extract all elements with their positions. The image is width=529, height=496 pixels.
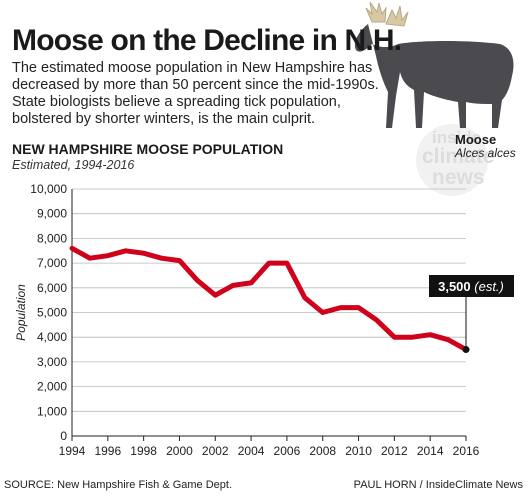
x-tick-label: 2006 — [274, 444, 301, 458]
x-tick-label: 1998 — [130, 444, 157, 458]
data-point — [177, 259, 181, 263]
plot-area: 0 1,000 2,000 3,000 4,000 5,000 6,000 7,000 8,00… — [14, 182, 514, 458]
data-point — [392, 335, 396, 339]
y-tick-label: 7,000 — [37, 256, 67, 270]
chart-subtitle: Estimated, 1994-2016 — [12, 158, 135, 172]
source-note: SOURCE: New Hampshire Fish & Game Dept. — [4, 479, 233, 491]
data-point — [428, 333, 432, 337]
annotation-box — [429, 275, 514, 297]
dek-text: The estimated moose population in New Ha… — [12, 60, 379, 127]
x-tick-label: 1994 — [59, 444, 86, 458]
svg-text:inside: inside — [432, 128, 481, 147]
data-point — [124, 249, 128, 253]
data-point — [160, 256, 164, 260]
antler-icon — [365, 1, 409, 27]
y-tick-label: 1,000 — [37, 404, 67, 418]
y-tick-label: 2,000 — [37, 380, 67, 394]
data-point — [446, 338, 450, 342]
watermark-logo: inside climate news — [416, 124, 494, 196]
svg-text:climate: climate — [422, 145, 494, 168]
x-tick-label: 2008 — [309, 444, 336, 458]
data-point — [357, 306, 361, 310]
data-point — [267, 261, 271, 265]
x-tick-label: 2014 — [417, 444, 444, 458]
headline: Moose on the Decline in N.H. — [12, 24, 402, 57]
annotation-label: 3,500 (est.) — [438, 279, 504, 294]
moose-illustration: inside climate news — [354, 1, 514, 196]
population-series-line — [69, 245, 469, 353]
data-point — [231, 283, 235, 287]
data-point — [70, 246, 74, 250]
data-point — [321, 311, 325, 315]
data-point — [142, 251, 146, 255]
data-point — [213, 293, 217, 297]
chart-title: NEW HAMPSHIRE MOOSE POPULATION — [12, 141, 284, 157]
y-tick-label: 10,000 — [30, 182, 67, 196]
y-tick-label: 4,000 — [37, 330, 67, 344]
x-tick-label: 2000 — [166, 444, 193, 458]
data-point — [410, 335, 414, 339]
data-point — [374, 318, 378, 322]
svg-text:news: news — [432, 166, 485, 189]
x-tick-label: 2010 — [345, 444, 372, 458]
data-point — [88, 256, 92, 260]
annotation-note: (est.) — [474, 279, 504, 294]
data-point — [249, 281, 253, 285]
data-point — [339, 306, 343, 310]
moose-icon — [354, 24, 514, 128]
x-tick-label: 2002 — [202, 444, 229, 458]
y-tick-label: 9,000 — [37, 207, 67, 221]
y-tick-label: 6,000 — [37, 281, 67, 295]
credit-note: PAUL HORN / InsideClimate News — [353, 479, 523, 491]
data-point — [106, 254, 110, 258]
data-point — [303, 296, 307, 300]
moose-common-name: Moose — [455, 132, 497, 147]
annotation-value: 3,500 — [438, 279, 474, 294]
x-tick-label: 2016 — [453, 444, 480, 458]
y-tick-label: 0 — [60, 429, 67, 443]
y-tick-label: 8,000 — [37, 231, 67, 245]
y-tick-label: 5,000 — [37, 306, 67, 320]
y-tick-label: 3,000 — [37, 355, 67, 369]
moose-scientific-name: Alces alces — [455, 146, 516, 160]
x-tick-label: 1996 — [94, 444, 121, 458]
data-point — [195, 278, 199, 282]
annotation-point — [462, 346, 470, 354]
data-point — [285, 261, 289, 265]
x-tick-label: 2012 — [381, 444, 408, 458]
y-axis-label: Population — [14, 284, 28, 341]
x-tick-label: 2004 — [238, 444, 265, 458]
